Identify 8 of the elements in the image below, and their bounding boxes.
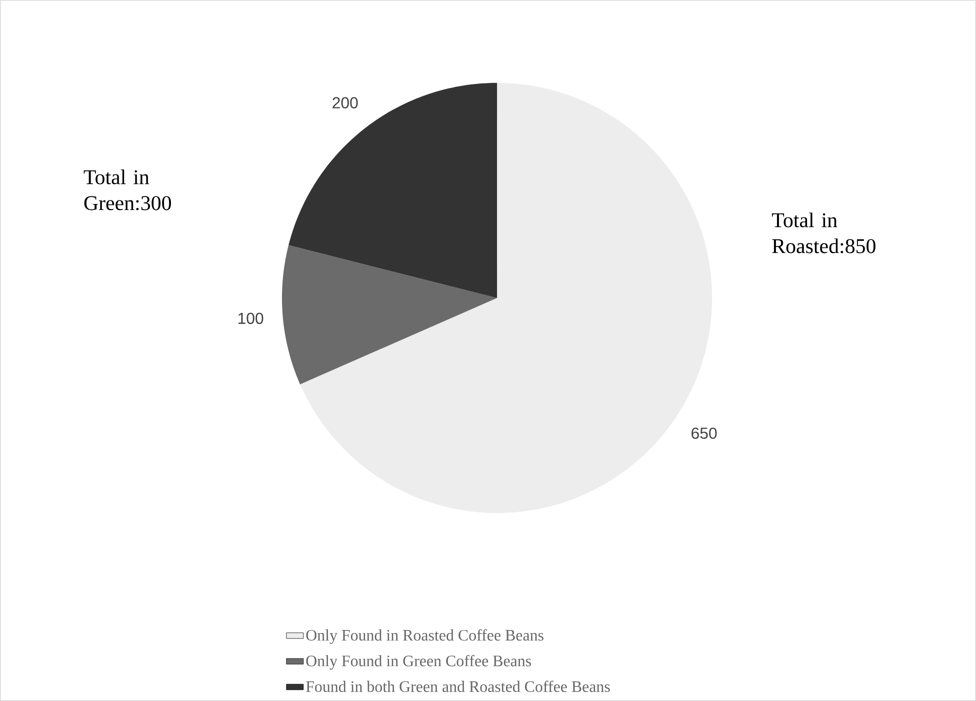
text: Total in Green:300: [84, 170, 171, 210]
data-label: 100: [238, 312, 264, 324]
data-label: 200: [332, 97, 358, 108]
legend-label: Only Found in Green Coffee Beans: [306, 654, 531, 670]
legend-label: Only Found in Roasted Coffee Beans: [306, 629, 544, 644]
text: Total in Roasted:850: [772, 212, 876, 254]
data-label: 650: [692, 428, 717, 439]
legend-label: Found in both Green and Roasted Coffee Beans: [306, 680, 610, 692]
